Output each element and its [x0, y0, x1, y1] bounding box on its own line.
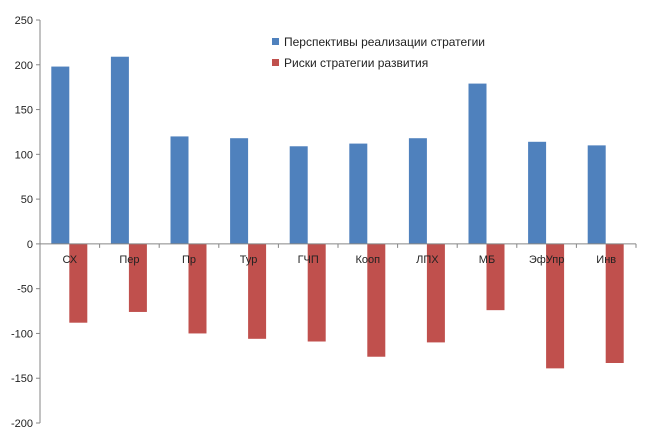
bars — [51, 56, 624, 369]
x-category-label: ГЧП — [298, 254, 319, 266]
y-tick-label: -50 — [17, 284, 33, 296]
y-tick-label: 150 — [15, 105, 33, 117]
bar-perspectives-1 — [110, 56, 129, 244]
bar-perspectives-6 — [408, 138, 427, 244]
bar-risks-3 — [248, 243, 267, 339]
bar-risks-1 — [128, 243, 147, 312]
x-category-label: Пер — [119, 254, 139, 266]
y-tick-label: -150 — [11, 373, 33, 385]
x-category-label: Кооп — [355, 254, 380, 266]
legend-swatch-1 — [272, 59, 279, 66]
y-tick-label: 250 — [15, 15, 33, 27]
bar-perspectives-8 — [528, 141, 547, 244]
bar-risks-5 — [367, 243, 386, 357]
x-category-label: Инв — [596, 254, 616, 266]
x-category-label: ЭфУпр — [529, 254, 565, 266]
bar-risks-0 — [69, 243, 88, 323]
bar-perspectives-9 — [587, 145, 606, 244]
bar-risks-9 — [605, 243, 624, 363]
x-category-label: СХ — [62, 254, 77, 266]
legend: Перспективы реализации стратегии Риски ст… — [272, 35, 485, 70]
legend-label-1: Риски стратегии развития — [284, 56, 428, 70]
bar-perspectives-3 — [230, 138, 249, 244]
y-tick-label: -200 — [11, 418, 33, 430]
legend-swatch-0 — [272, 38, 279, 45]
bar-risks-4 — [307, 243, 326, 342]
x-category-label: Тур — [240, 254, 258, 266]
bar-risks-6 — [426, 243, 445, 343]
y-tick-label: 100 — [15, 149, 33, 161]
x-category-label: МБ — [479, 254, 495, 266]
y-axis: 250 200 150 100 50 0 -50 -100 -150 -200 — [11, 15, 41, 430]
y-tick-label: -100 — [11, 328, 33, 340]
bar-risks-2 — [188, 243, 207, 334]
bar-risks-8 — [546, 243, 565, 369]
x-axis: СХ Пер Пр Тур ГЧП Кооп ЛПХ МБ ЭфУпр Инв — [39, 243, 637, 266]
y-tick-label: 0 — [27, 239, 33, 251]
x-category-label: ЛПХ — [416, 254, 439, 266]
bar-perspectives-5 — [349, 143, 368, 244]
y-tick-label: 50 — [21, 194, 33, 206]
bar-perspectives-4 — [289, 146, 308, 244]
bar-perspectives-0 — [51, 66, 70, 244]
bar-perspectives-2 — [170, 136, 189, 244]
legend-label-0: Перспективы реализации стратегии — [284, 35, 485, 49]
bar-perspectives-7 — [468, 83, 487, 244]
bar-risks-7 — [486, 243, 505, 311]
y-tick-label: 200 — [15, 60, 33, 72]
x-category-label: Пр — [182, 254, 196, 266]
